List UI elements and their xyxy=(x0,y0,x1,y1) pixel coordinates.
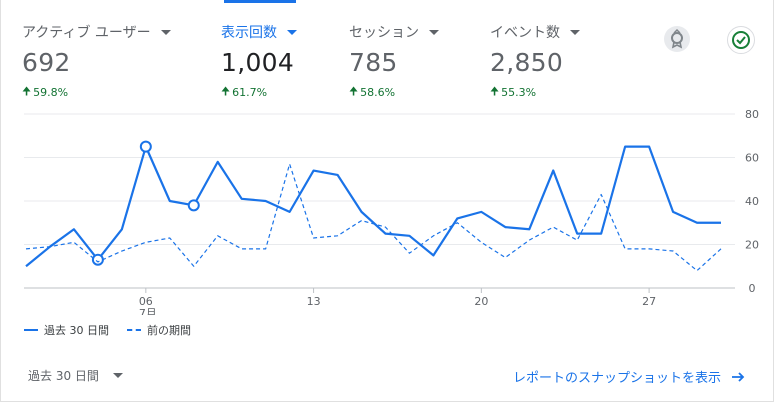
data-point-marker xyxy=(139,140,152,153)
y-tick-label: 80 xyxy=(745,108,759,121)
x-tick-sublabel: 7月 xyxy=(139,307,157,315)
metric-label: セッション xyxy=(349,25,419,41)
arrow-right-icon xyxy=(732,371,745,382)
y-tick-label: 60 xyxy=(745,152,759,165)
legend-solid-line xyxy=(24,329,38,331)
legend-previous: 前の期間 xyxy=(147,324,191,337)
metric-value: 692 xyxy=(22,48,71,77)
metric-label: 表示回数 xyxy=(221,25,277,41)
y-tick-label: 0 xyxy=(749,282,756,295)
caret-down-icon[interactable] xyxy=(287,29,297,35)
chart-legend: 過去 30 日間 前の期間 xyxy=(24,322,191,338)
metric-label: イベント数 xyxy=(490,25,560,41)
view-snapshot-link[interactable]: レポートのスナップショットを表示 xyxy=(513,367,745,386)
legend-dashed-line xyxy=(127,329,141,331)
arrow-up-icon: 🠉 xyxy=(221,85,231,98)
y-tick-label: 40 xyxy=(745,195,759,208)
metric-event-count[interactable]: イベント数 2,850 🠉 55.3% xyxy=(490,22,580,102)
metric-sessions[interactable]: セッション 785 🠉 58.6% xyxy=(349,22,439,102)
data-point-marker xyxy=(187,199,200,212)
arrow-up-icon: 🠉 xyxy=(490,85,500,98)
active-metric-indicator xyxy=(224,0,296,3)
metric-change: 58.6% xyxy=(360,86,396,99)
x-tick-label: 06 xyxy=(139,295,153,308)
caret-down-icon[interactable] xyxy=(112,373,123,378)
metric-value: 2,850 xyxy=(490,48,564,77)
snapshot-link-label: レポートのスナップショットを表示 xyxy=(513,371,722,386)
metric-value: 785 xyxy=(349,48,398,77)
metric-value: 1,004 xyxy=(221,48,295,77)
caret-down-icon[interactable] xyxy=(570,29,580,35)
y-tick-label: 20 xyxy=(745,239,759,252)
date-range-label: 過去 30 日間 xyxy=(28,369,99,383)
insights-icon[interactable] xyxy=(664,26,690,52)
metric-change: 55.3% xyxy=(501,86,537,99)
metric-views[interactable]: 表示回数 1,004 🠉 61.7% xyxy=(221,22,297,102)
metric-change: 59.8% xyxy=(33,86,69,99)
x-tick-label: 27 xyxy=(642,295,656,308)
arrow-up-icon: 🠉 xyxy=(22,85,32,98)
legend-current: 過去 30 日間 xyxy=(44,324,109,337)
check-circle-icon[interactable] xyxy=(727,26,755,54)
metric-label: アクティブ ユーザー xyxy=(22,25,151,41)
data-point-marker xyxy=(91,253,104,266)
metric-active-users[interactable]: アクティブ ユーザー 692 🠉 59.8% xyxy=(22,22,171,102)
current-period-line xyxy=(25,145,721,268)
caret-down-icon[interactable] xyxy=(160,29,171,35)
caret-down-icon[interactable] xyxy=(429,29,439,35)
arrow-up-icon: 🠉 xyxy=(349,85,359,98)
metric-change: 61.7% xyxy=(232,86,268,99)
date-range-selector[interactable]: 過去 30 日間 xyxy=(28,367,123,384)
x-tick-label: 13 xyxy=(307,295,321,308)
previous-period-line xyxy=(25,163,722,272)
x-tick-label: 20 xyxy=(474,295,488,308)
